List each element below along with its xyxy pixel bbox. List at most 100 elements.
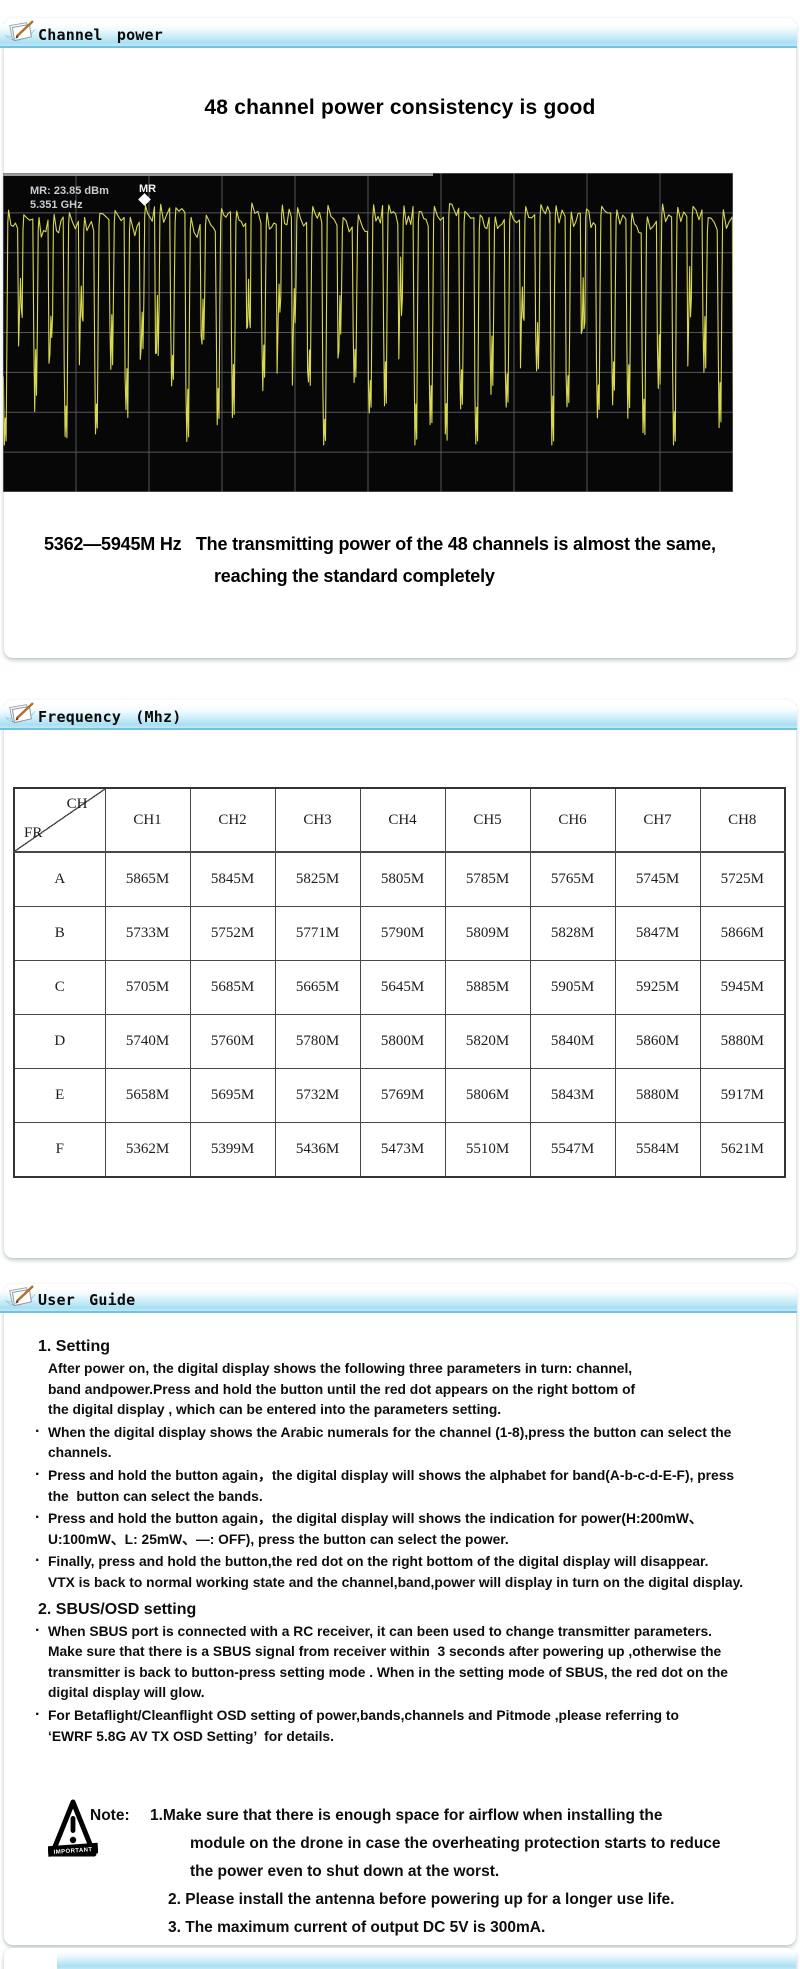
freq-cell: 5621M — [699, 1122, 786, 1178]
freq-col-header: CH6 — [529, 787, 616, 853]
freq-band-label: A — [13, 851, 106, 907]
section-header-channel-power: Channel power — [0, 20, 797, 48]
guide-bullet: · When SBUS port is connected with a RC r… — [30, 1622, 782, 1704]
bullet-dot-icon: · — [35, 1621, 41, 1639]
freq-cell: 5584M — [614, 1122, 701, 1178]
freq-row: D 5740M 5760M 5780M 5800M 5820M 5840M 5860M 5880… — [13, 1014, 786, 1069]
spectrum-caption-line2: reaching the standard completely — [214, 566, 495, 586]
guide-bullet: · Finally, press and hold the button,the … — [30, 1552, 782, 1593]
freq-col-header: CH3 — [274, 787, 361, 853]
freq-cell: 5866M — [699, 906, 786, 961]
paper-pen-icon — [5, 20, 36, 42]
freq-cell: 5785M — [444, 851, 531, 907]
freq-cell: 5905M — [529, 960, 616, 1015]
freq-cell: 5547M — [529, 1122, 616, 1178]
note-item: 3. The maximum current of output DC 5V i… — [168, 1919, 546, 1936]
freq-cell: 5685M — [189, 960, 276, 1015]
freq-cell: 5771M — [274, 906, 361, 961]
freq-cell: 5760M — [189, 1014, 276, 1069]
freq-row: B 5733M 5752M 5771M 5790M 5809M 5828M 5847M 5866… — [13, 906, 786, 961]
freq-cell: 5725M — [699, 851, 786, 907]
freq-cell: 5845M — [189, 851, 276, 907]
freq-col-header: CH2 — [189, 787, 276, 853]
freq-header-row: CH FR CH1 CH2 CH3 CH4 CH5 CH6 CH7 CH8 — [13, 787, 786, 853]
setting-intro: After power on, the digital display show… — [48, 1361, 636, 1418]
guide-bullet-text: For Betaflight/Cleanflight OSD setting o… — [48, 1707, 679, 1744]
freq-cell: 5828M — [529, 906, 616, 961]
freq-cell: 5745M — [614, 851, 701, 907]
freq-cell: 5860M — [614, 1014, 701, 1069]
freq-cell: 5780M — [274, 1014, 361, 1069]
freq-col-header: CH1 — [104, 787, 191, 853]
freq-cell: 5809M — [444, 906, 531, 961]
freq-cell: 5695M — [189, 1068, 276, 1123]
freq-row: A 5865M 5845M 5825M 5805M 5785M 5765M 5745M 5725… — [13, 851, 786, 907]
important-banner-text: IMPORTANT — [54, 1847, 93, 1856]
freq-cell: 5732M — [274, 1068, 361, 1123]
spectrum-plot — [3, 173, 733, 492]
section-title-user-guide: User Guide — [38, 1291, 136, 1309]
frequency-table: CH FR CH1 CH2 CH3 CH4 CH5 CH6 CH7 CH8 A 5865M 584… — [13, 787, 786, 1178]
freq-cell: 5800M — [359, 1014, 446, 1069]
page-title: 48 channel power consistency is good — [204, 96, 596, 119]
freq-cell: 5843M — [529, 1068, 616, 1123]
freq-corner-cell: CH FR — [13, 787, 106, 853]
freq-cell: 5840M — [529, 1014, 616, 1069]
guide-bullet: · Press and hold the button again，the dig… — [30, 1509, 782, 1550]
guide-bullet-text: Finally, press and hold the button,the r… — [48, 1554, 744, 1590]
freq-col-header: CH7 — [614, 787, 701, 853]
freq-cell: 5473M — [359, 1122, 446, 1178]
guide-bullet-text: When SBUS port is connected with a RC re… — [48, 1623, 728, 1701]
freq-cell: 5820M — [444, 1014, 531, 1069]
guide-bullet: · Press and hold the button again，the dig… — [30, 1466, 782, 1507]
freq-cell: 5885M — [444, 960, 531, 1015]
freq-cell: 5917M — [699, 1068, 786, 1123]
freq-cell: 5752M — [189, 906, 276, 961]
freq-row: E 5658M 5695M 5732M 5769M 5806M 5843M 5880M 5917… — [13, 1068, 786, 1123]
bullet-dot-icon: · — [35, 1705, 41, 1723]
freq-cell: 5733M — [104, 906, 191, 961]
freq-table-body: A 5865M 5845M 5825M 5805M 5785M 5765M 5745M 5725… — [13, 851, 786, 1178]
section-title-frequency: Frequency (Mhz) — [38, 708, 182, 726]
note-label: Note: — [90, 1807, 130, 1824]
marker-readout-frequency: 5.351 GHz — [30, 198, 83, 211]
guide-bullet: · When the digital display shows the Arab… — [30, 1423, 782, 1464]
freq-cell: 5880M — [614, 1068, 701, 1123]
freq-col-header: CH5 — [444, 787, 531, 853]
bullet-dot-icon: · — [35, 1465, 41, 1483]
note-item: 1.Make sure that there is enough space f… — [150, 1807, 721, 1880]
paper-pen-icon — [5, 1285, 36, 1307]
section-title-channel-power: Channel power — [38, 26, 163, 44]
freq-cell: 5806M — [444, 1068, 531, 1123]
partial-section-bar — [57, 1951, 796, 1969]
freq-band-label: B — [13, 906, 106, 961]
marker-readout: MR: 23.85 dBm 5.351 GHz — [30, 185, 109, 212]
section-header-frequency: Frequency (Mhz) — [0, 702, 797, 730]
setting-heading: 1. Setting — [38, 1338, 111, 1355]
freq-cell: 5362M — [104, 1122, 191, 1178]
freq-cell: 5925M — [614, 960, 701, 1015]
sbus-heading: 2. SBUS/OSD setting — [38, 1600, 197, 1618]
spectrum-top-strip — [3, 173, 433, 176]
freq-cell: 5847M — [614, 906, 701, 961]
freq-row: C 5705M 5685M 5665M 5645M 5885M 5905M 5925M 5945… — [13, 960, 786, 1015]
freq-cell: 5805M — [359, 851, 446, 907]
freq-col-header: CH4 — [359, 787, 446, 853]
paper-pen-icon — [5, 702, 36, 724]
bullet-dot-icon: · — [35, 1422, 41, 1440]
marker-label: MR — [139, 183, 157, 195]
section-header-user-guide: User Guide — [0, 1285, 797, 1313]
freq-cell: 5510M — [444, 1122, 531, 1178]
freq-cell: 5665M — [274, 960, 361, 1015]
freq-cell: 5945M — [699, 960, 786, 1015]
freq-cell: 5705M — [104, 960, 191, 1015]
guide-bullet-text: Press and hold the button again，the digi… — [48, 1511, 703, 1547]
freq-cell: 5790M — [359, 906, 446, 961]
bullet-dot-icon: · — [35, 1552, 41, 1570]
freq-cell: 5740M — [104, 1014, 191, 1069]
guide-bullet-text: Press and hold the button again，the digi… — [48, 1467, 735, 1504]
freq-cell: 5765M — [529, 851, 616, 907]
freq-cell: 5769M — [359, 1068, 446, 1123]
freq-cell: 5399M — [189, 1122, 276, 1178]
